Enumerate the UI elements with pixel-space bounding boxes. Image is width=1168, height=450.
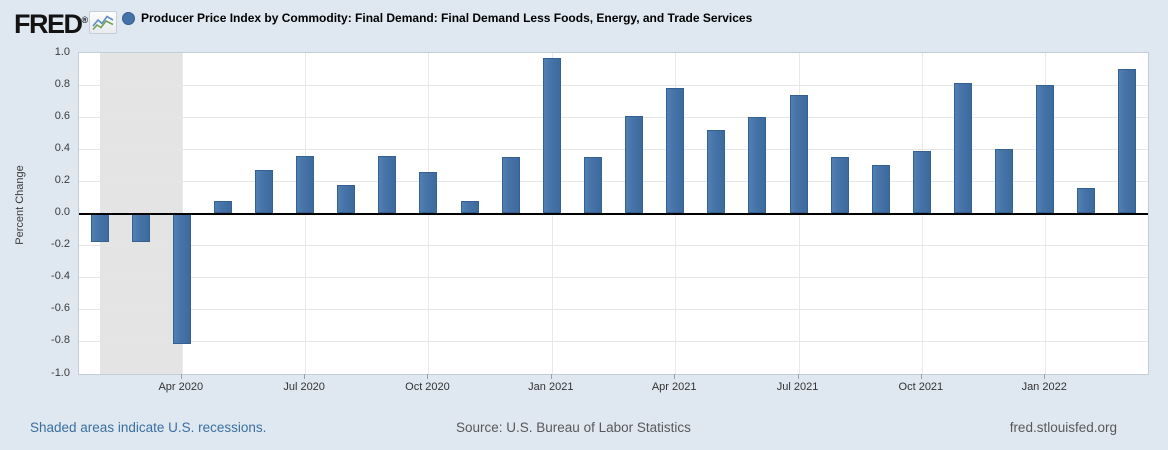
- x-axis-tick-mark: [1044, 374, 1046, 379]
- data-bar[interactable]: [953, 83, 972, 214]
- horizontal-gridline: [79, 116, 1148, 118]
- x-axis-tick-mark: [304, 374, 306, 379]
- data-bar[interactable]: [666, 88, 685, 214]
- data-bar[interactable]: [871, 165, 890, 214]
- x-axis-tick-label: Oct 2021: [898, 381, 944, 393]
- x-axis-tick-label: Jan 2021: [528, 381, 574, 393]
- zero-line: [79, 212, 1148, 215]
- data-bar[interactable]: [542, 57, 561, 214]
- y-axis-tick-label: 0.6: [54, 109, 70, 122]
- x-axis-tick-mark: [674, 374, 676, 379]
- y-axis-tick-label: 0.0: [54, 206, 70, 218]
- x-axis-tick-mark: [797, 374, 799, 379]
- horizontal-gridline: [79, 341, 1148, 343]
- y-axis-tick-label: -0.4: [51, 270, 70, 283]
- x-axis-tick-label: Apr 2020: [158, 381, 204, 393]
- horizontal-gridline: [79, 180, 1148, 182]
- x-axis-tick-label: Jan 2022: [1021, 381, 1067, 393]
- chart-header: FRED® Producer Price Index by Commodity:…: [0, 0, 1168, 40]
- y-axis-tick-label: -0.2: [51, 238, 70, 251]
- data-bar[interactable]: [296, 155, 315, 214]
- recession-note: Shaded areas indicate U.S. recessions.: [30, 420, 267, 435]
- data-bar[interactable]: [90, 213, 109, 243]
- horizontal-gridline: [79, 277, 1148, 279]
- x-axis-tick-mark: [180, 374, 182, 379]
- data-bar[interactable]: [1077, 187, 1096, 214]
- x-axis-tick-mark: [550, 374, 552, 379]
- data-bar[interactable]: [419, 171, 438, 214]
- series-legend-marker: [122, 12, 135, 25]
- data-bar[interactable]: [131, 213, 150, 243]
- data-bar[interactable]: [172, 213, 191, 344]
- data-bar[interactable]: [830, 157, 849, 214]
- y-axis-tick-label: -0.8: [51, 334, 70, 347]
- x-axis-tick-label: Jul 2021: [776, 381, 819, 393]
- data-bar[interactable]: [625, 115, 644, 214]
- series-title: Producer Price Index by Commodity: Final…: [141, 11, 753, 25]
- fred-site-link[interactable]: fred.stlouisfed.org: [1009, 420, 1117, 435]
- fred-logo[interactable]: FRED®: [14, 7, 117, 39]
- data-bar[interactable]: [1118, 69, 1137, 214]
- x-axis-tick-mark: [427, 374, 429, 379]
- data-bar[interactable]: [501, 157, 520, 214]
- x-axis-tick-label: Jul 2020: [283, 381, 325, 393]
- x-axis-tick-label: Apr 2021: [651, 381, 697, 393]
- y-axis-tick-label: -1.0: [51, 366, 70, 379]
- data-bar[interactable]: [337, 184, 356, 214]
- data-bar[interactable]: [995, 149, 1014, 214]
- source-text: Source: U.S. Bureau of Labor Statistics: [456, 420, 691, 435]
- horizontal-gridline: [79, 148, 1148, 150]
- data-bar[interactable]: [378, 155, 397, 214]
- y-axis-tick-label: 0.2: [54, 173, 70, 186]
- data-bar[interactable]: [912, 150, 931, 214]
- x-axis-tick-label: Oct 2020: [405, 381, 450, 393]
- data-bar[interactable]: [1036, 85, 1055, 214]
- fred-logo-text: FRED®: [14, 9, 89, 39]
- y-axis-tick-label: -0.6: [51, 302, 70, 315]
- data-bar[interactable]: [789, 94, 808, 214]
- registered-mark: ®: [81, 15, 89, 25]
- horizontal-gridline: [79, 309, 1148, 311]
- data-bar[interactable]: [583, 157, 602, 214]
- data-bar[interactable]: [748, 117, 767, 214]
- x-axis-tick-mark: [920, 374, 922, 379]
- horizontal-gridline: [79, 245, 1148, 247]
- fred-logo-chart-icon: [88, 10, 117, 34]
- horizontal-gridline: [79, 84, 1148, 86]
- plot-area: [78, 52, 1149, 375]
- y-axis-tick-label: 0.8: [54, 77, 70, 90]
- y-axis-tick-label: 0.4: [54, 141, 70, 154]
- data-bar[interactable]: [255, 170, 274, 214]
- y-axis-tick-label: 1.0: [54, 45, 70, 58]
- data-bar[interactable]: [707, 130, 726, 214]
